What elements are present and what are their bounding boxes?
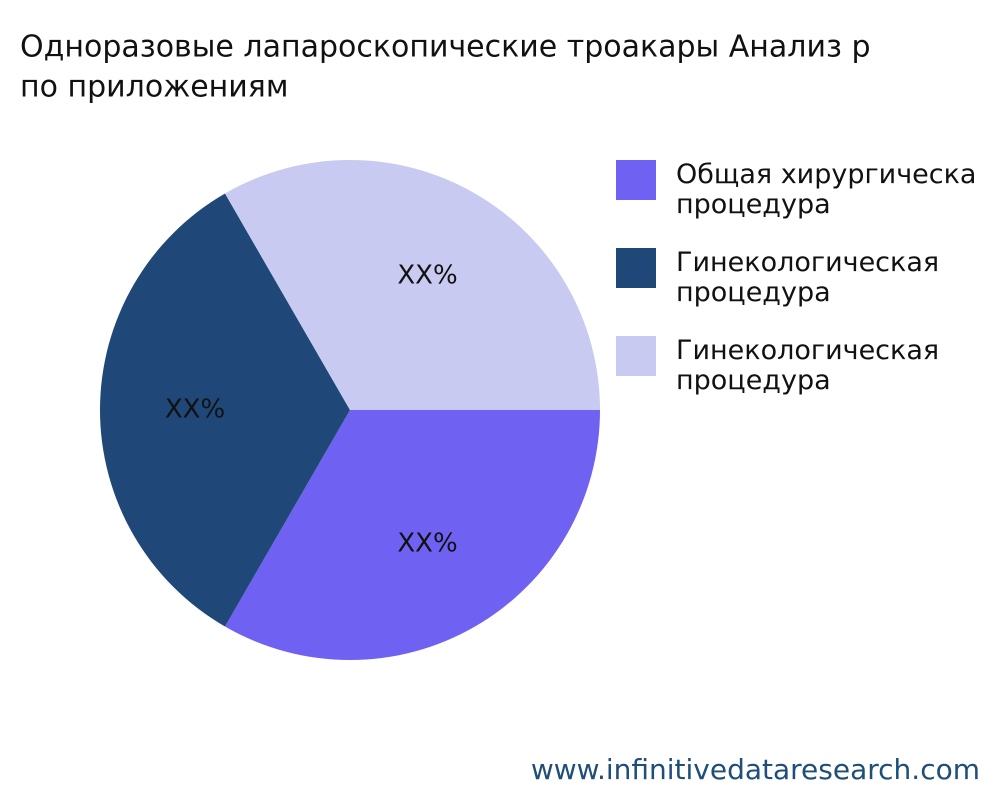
data-label: XX%: [397, 529, 457, 559]
data-label: XX%: [165, 395, 225, 425]
source: www.infinitivedataresearch.com: [530, 753, 980, 786]
legend-item: Гинекологическая процедура: [616, 248, 1000, 308]
legend-label: Гинекологическая процедура: [676, 247, 940, 308]
chart-title: Одноразовые лапароскопические троакары А…: [20, 30, 871, 65]
legend-swatch: [616, 248, 656, 288]
legend-swatch: [616, 336, 656, 376]
pie-slice: [225, 410, 600, 660]
data-label: XX%: [397, 260, 457, 290]
legend-item: Гинекологическая процедура: [616, 336, 1000, 396]
chart-title: по приложениям: [20, 70, 288, 105]
legend-label: Общая хирургическа процедура: [676, 160, 977, 220]
legend-label: Гинекологическая процедура: [676, 335, 940, 396]
pie-slice: [225, 160, 600, 410]
legend: Общая хирургическа процедура Гинекологиче…: [616, 160, 1000, 424]
legend-item: Общая хирургическа процедура: [616, 160, 1000, 220]
legend-swatch: [616, 160, 656, 200]
